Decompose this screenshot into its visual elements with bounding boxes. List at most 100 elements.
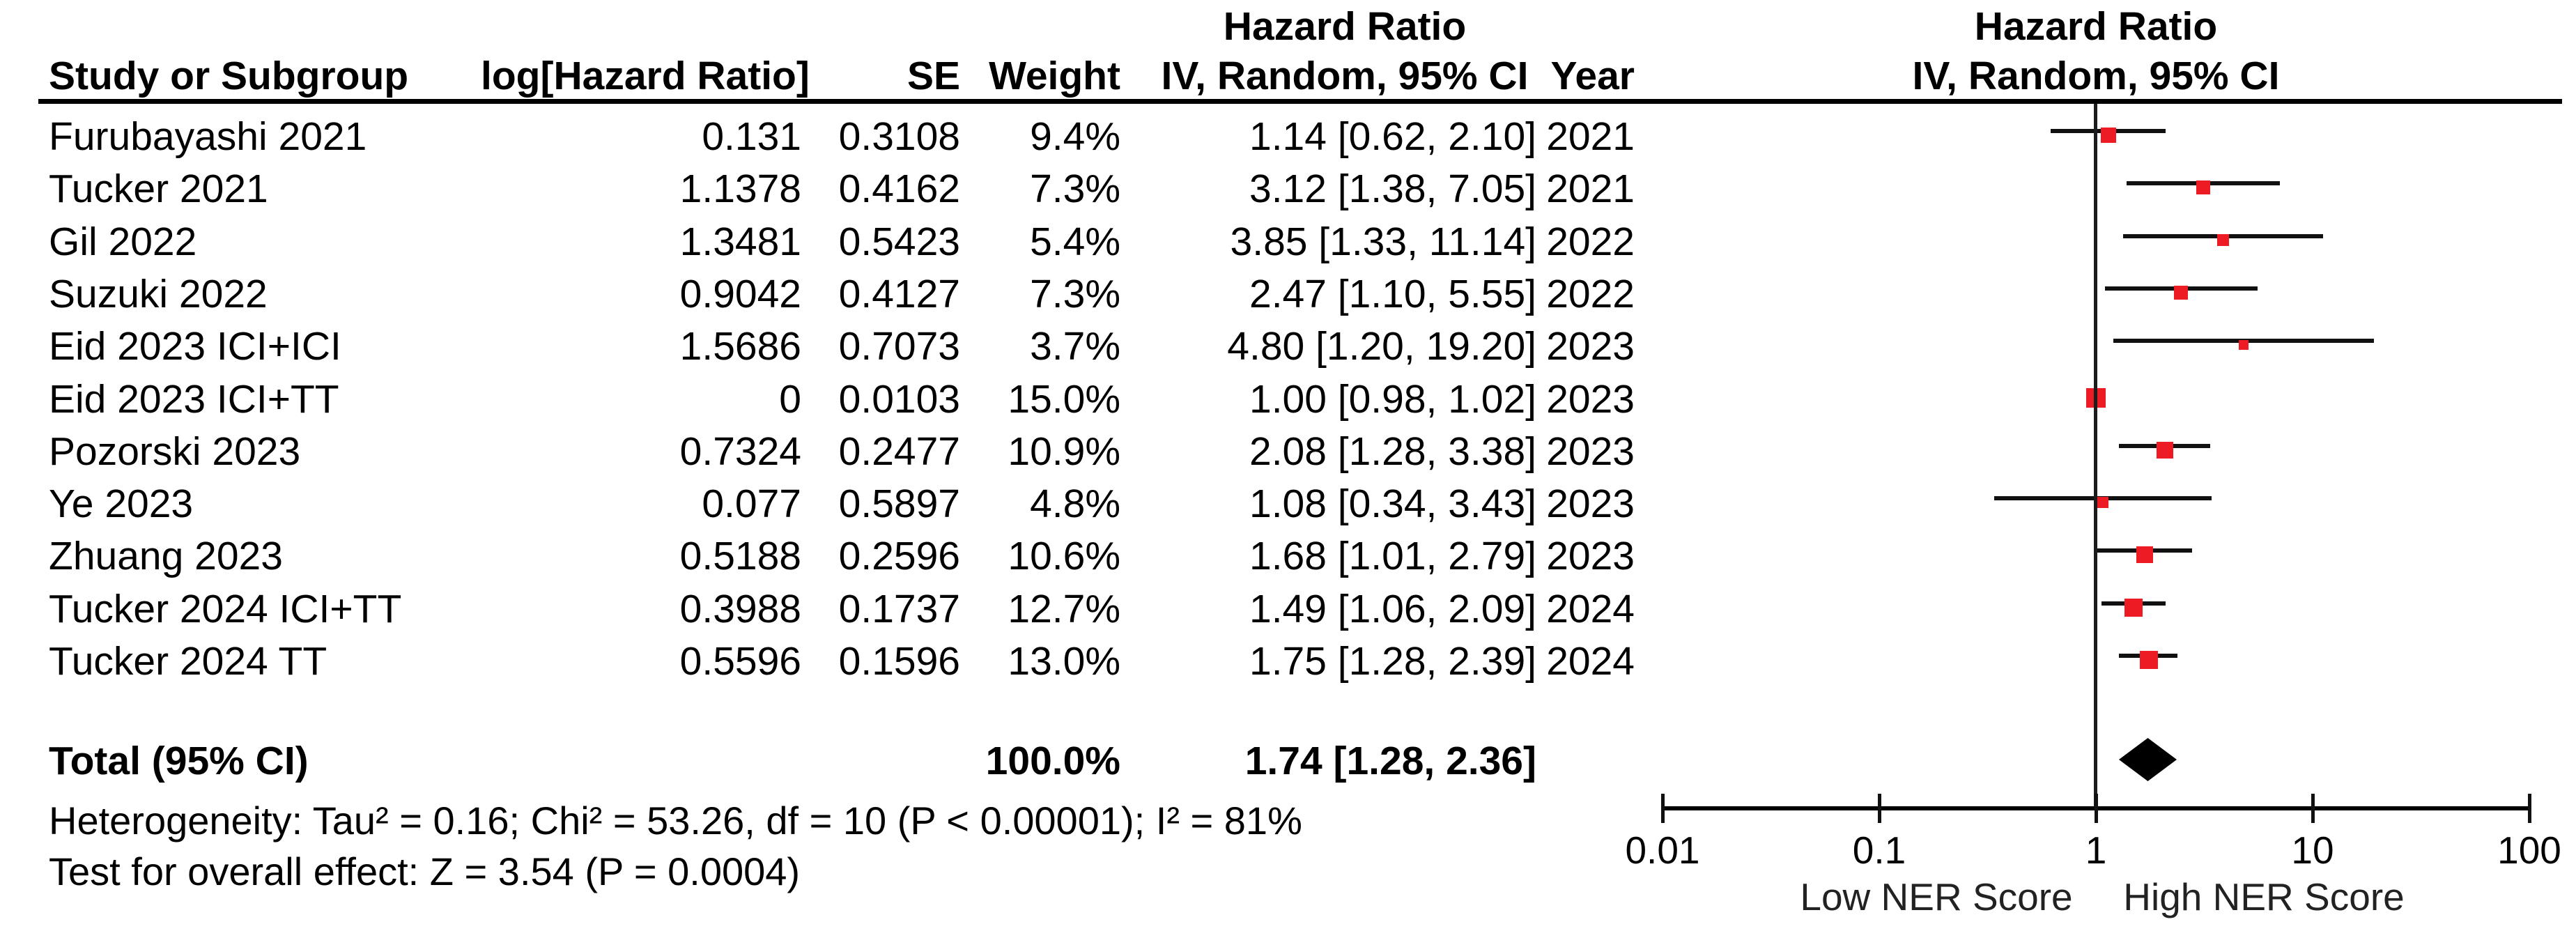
study-se: 0.7073	[838, 324, 960, 369]
axis-tick-label: 100	[2497, 829, 2561, 872]
total-diamond	[2119, 738, 2177, 781]
study-ci-text: 1.49 [1.06, 2.09]	[1249, 587, 1536, 631]
study-se: 0.4162	[838, 167, 960, 211]
axis-tick	[1878, 794, 1881, 823]
axis-tick-label: 0.01	[1625, 829, 1700, 872]
study-year: 2022	[1546, 272, 1635, 316]
axis-tick-label: 0.1	[1852, 829, 1906, 872]
study-loghr: 0.9042	[679, 272, 801, 316]
study-se: 0.0103	[838, 377, 960, 422]
study-year: 2021	[1546, 114, 1635, 159]
study-loghr: 0.7324	[679, 429, 801, 474]
study-weight: 4.8%	[1030, 482, 1120, 526]
header-rule	[38, 99, 2562, 104]
study-ci-text: 1.14 [0.62, 2.10]	[1249, 114, 1536, 159]
study-loghr: 0.5188	[679, 534, 801, 578]
total-weight: 100.0%	[985, 739, 1120, 783]
study-loghr: 0.131	[702, 114, 801, 159]
study-name: Zhuang 2023	[49, 534, 283, 578]
study-year: 2023	[1546, 482, 1635, 526]
study-ci-text: 1.68 [1.01, 2.79]	[1249, 534, 1536, 578]
effect-square	[2101, 128, 2116, 143]
study-se: 0.1596	[838, 639, 960, 684]
effect-square	[2136, 546, 2153, 563]
study-name: Tucker 2024 ICI+TT	[49, 587, 402, 631]
study-loghr: 0.3988	[679, 587, 801, 631]
study-loghr: 0	[779, 377, 801, 422]
effect-square	[2124, 599, 2143, 617]
study-loghr: 0.077	[702, 482, 801, 526]
study-se: 0.1737	[838, 587, 960, 631]
study-se: 0.3108	[838, 114, 960, 159]
study-name: Eid 2023 ICI+TT	[49, 377, 339, 422]
effect-square	[2097, 497, 2108, 508]
study-year: 2023	[1546, 324, 1635, 369]
left-hazard-ratio-title: Hazard Ratio	[1223, 4, 1467, 49]
study-weight: 7.3%	[1030, 272, 1120, 316]
axis-tick	[2528, 794, 2531, 823]
column-header-ci: IV, Random, 95% CI	[1161, 54, 1529, 98]
axis-tick	[1661, 794, 1665, 823]
study-year: 2023	[1546, 377, 1635, 422]
study-weight: 15.0%	[1008, 377, 1120, 422]
effect-square	[2140, 651, 2158, 669]
axis-label-low: Low NER Score	[1800, 875, 2073, 918]
effect-square	[2239, 340, 2249, 350]
axis-tick-label: 10	[2291, 829, 2334, 872]
effect-square	[2217, 234, 2229, 246]
study-se: 0.5423	[838, 220, 960, 264]
heterogeneity-text: Heterogeneity: Tau² = 0.16; Chi² = 53.26…	[49, 799, 1302, 842]
total-ci-text: 1.74 [1.28, 2.36]	[1244, 739, 1536, 783]
effect-square	[2157, 442, 2173, 459]
study-name: Eid 2023 ICI+ICI	[49, 324, 341, 369]
study-ci-text: 3.85 [1.33, 11.14]	[1230, 220, 1536, 264]
study-se: 0.2596	[838, 534, 960, 578]
study-name: Furubayashi 2021	[49, 114, 367, 159]
study-weight: 10.9%	[1008, 429, 1120, 474]
plot-hazard-ratio-title: Hazard Ratio	[1974, 4, 2218, 49]
study-weight: 10.6%	[1008, 534, 1120, 578]
column-header-study: Study or Subgroup	[49, 54, 409, 98]
column-header-loghr: log[Hazard Ratio]	[481, 54, 810, 98]
reference-line-hr1	[2094, 104, 2097, 809]
study-loghr: 1.1378	[679, 167, 801, 211]
column-header-year: Year	[1550, 54, 1635, 98]
study-loghr: 1.5686	[679, 324, 801, 369]
study-ci-text: 2.47 [1.10, 5.55]	[1249, 272, 1536, 316]
effect-square	[2196, 180, 2210, 194]
study-name: Gil 2022	[49, 220, 197, 264]
axis-label-high: High NER Score	[2123, 875, 2405, 918]
study-weight: 12.7%	[1008, 587, 1120, 631]
column-header-weight: Weight	[989, 54, 1120, 98]
study-year: 2023	[1546, 429, 1635, 474]
study-se: 0.4127	[838, 272, 960, 316]
total-label: Total (95% CI)	[49, 739, 309, 783]
study-name: Pozorski 2023	[49, 429, 301, 474]
axis-tick	[2311, 794, 2315, 823]
effect-square	[2174, 286, 2188, 300]
study-ci-text: 3.12 [1.38, 7.05]	[1249, 167, 1536, 211]
study-weight: 13.0%	[1008, 639, 1120, 684]
study-weight: 9.4%	[1030, 114, 1120, 159]
study-name: Tucker 2024 TT	[49, 639, 327, 684]
study-ci-text: 4.80 [1.20, 19.20]	[1227, 324, 1536, 369]
study-se: 0.5897	[838, 482, 960, 526]
study-year: 2022	[1546, 220, 1635, 264]
study-ci-text: 1.00 [0.98, 1.02]	[1249, 377, 1536, 422]
study-loghr: 0.5596	[679, 639, 801, 684]
study-weight: 7.3%	[1030, 167, 1120, 211]
axis-tick-label: 1	[2085, 829, 2107, 872]
overall-effect-text: Test for overall effect: Z = 3.54 (P = 0…	[49, 849, 801, 893]
study-weight: 3.7%	[1030, 324, 1120, 369]
study-name: Suzuki 2022	[49, 272, 268, 316]
plot-column-header-ci: IV, Random, 95% CI	[1912, 54, 2280, 98]
study-ci-text: 1.08 [0.34, 3.43]	[1249, 482, 1536, 526]
study-ci-text: 1.75 [1.28, 2.39]	[1249, 639, 1536, 684]
study-name: Tucker 2021	[49, 167, 268, 211]
study-year: 2021	[1546, 167, 1635, 211]
axis-tick	[2095, 794, 2098, 823]
study-year: 2023	[1546, 534, 1635, 578]
column-header-se: SE	[907, 54, 960, 98]
study-weight: 5.4%	[1030, 220, 1120, 264]
